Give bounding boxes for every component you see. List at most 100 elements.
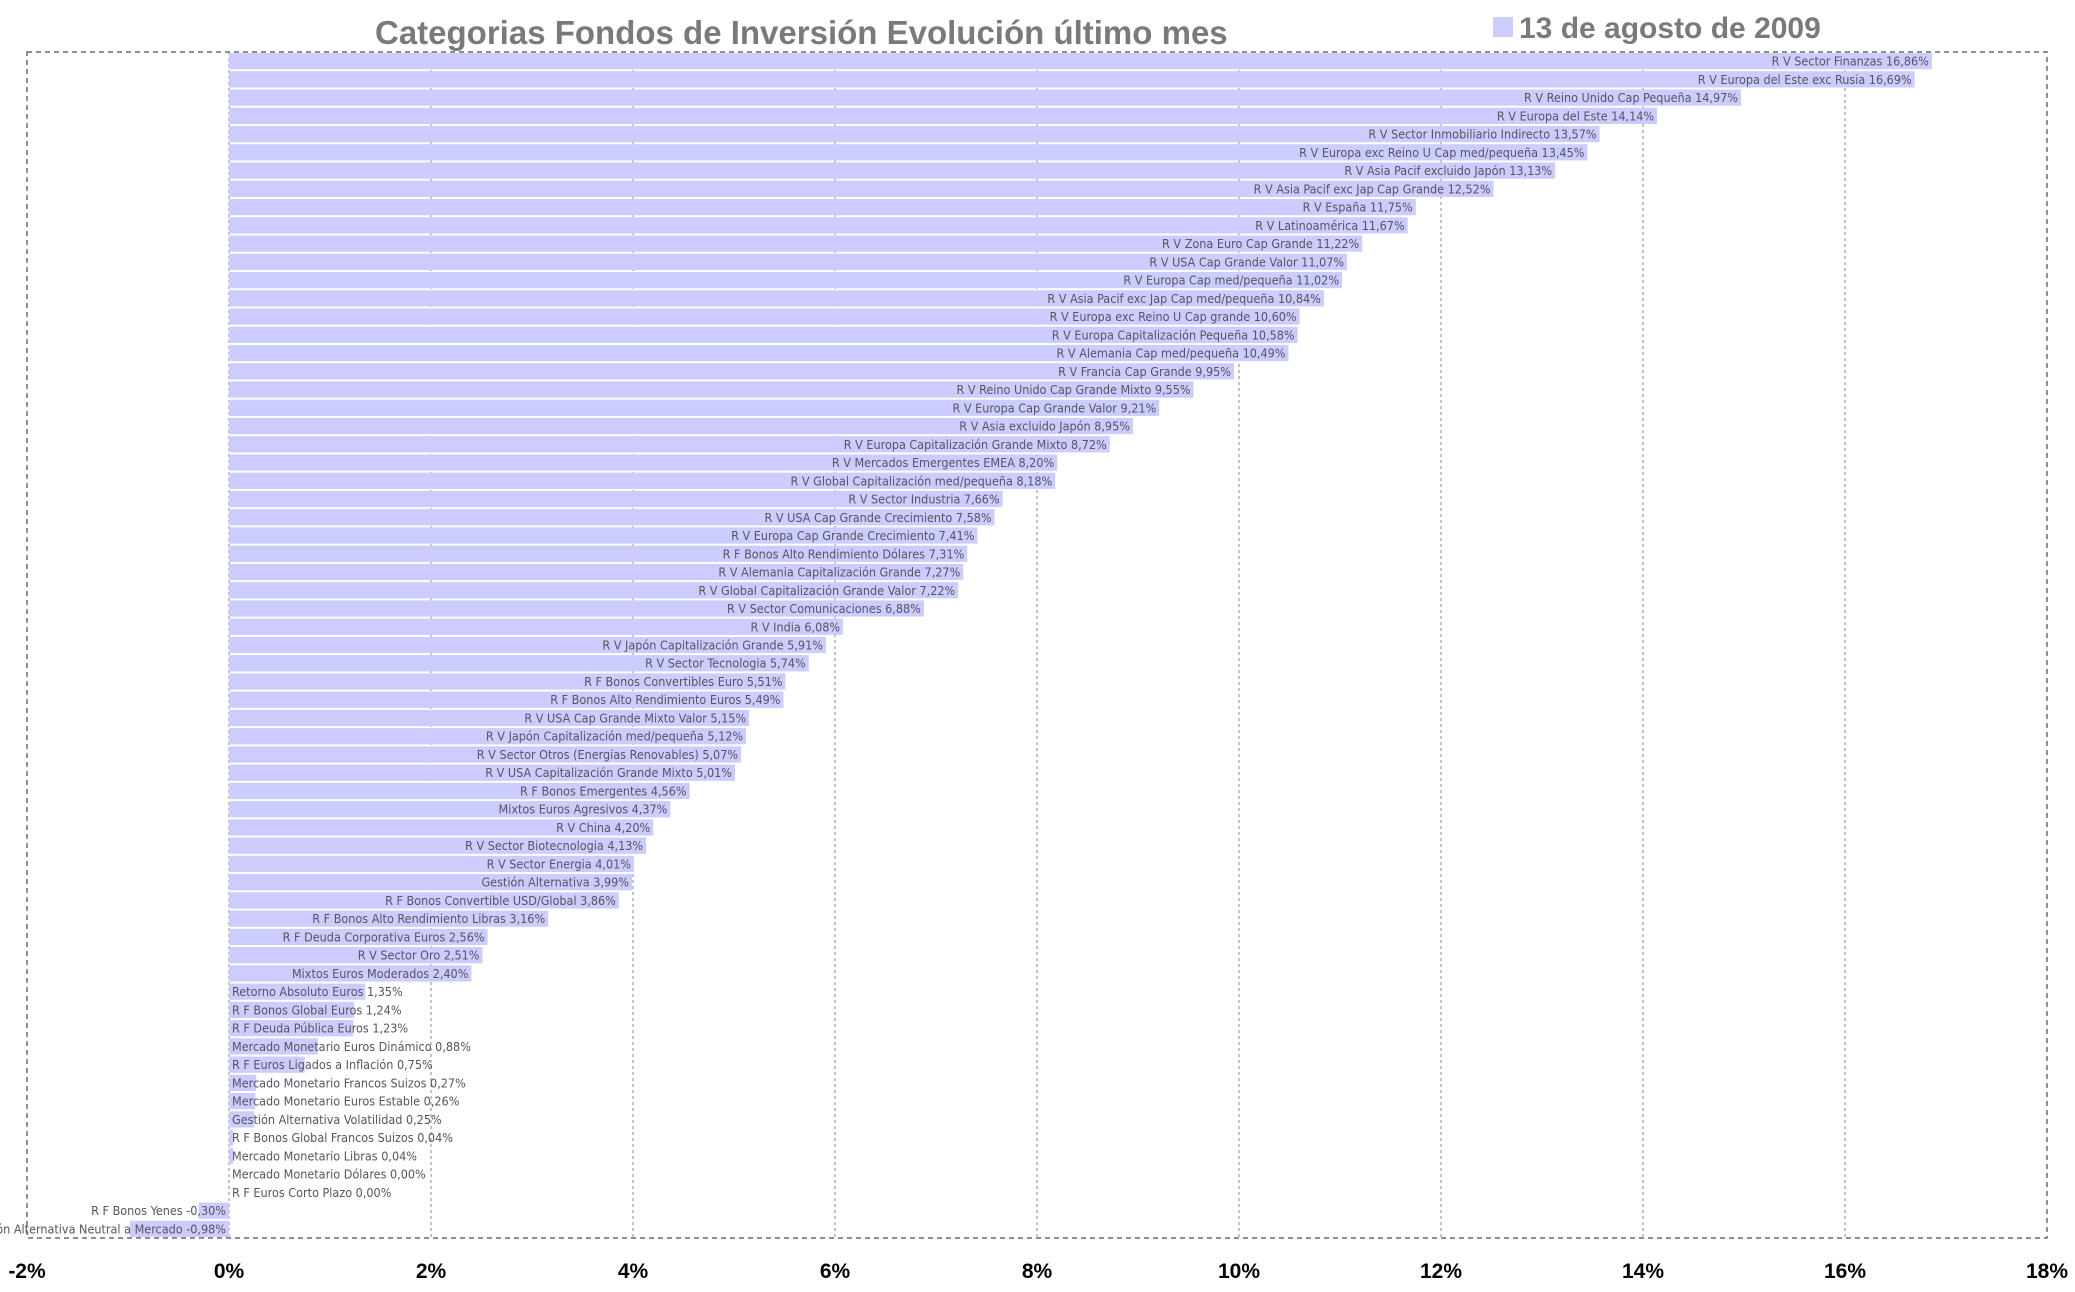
bar (229, 417, 1133, 435)
bar (229, 618, 844, 635)
bar (229, 709, 750, 727)
bar-data-label: R F Deuda Corporativa Euros 2,56% (283, 929, 485, 944)
bar (229, 162, 1556, 179)
bar (229, 1020, 354, 1037)
bar (229, 691, 784, 708)
bar (229, 53, 1932, 70)
bar (229, 527, 978, 544)
bar (229, 344, 1289, 362)
bar-data-label: R F Bonos Alto Rendimiento Dólares 7,31% (723, 546, 965, 561)
bar (229, 837, 647, 854)
x-tick-label: 2% (416, 1260, 447, 1283)
bar-data-label: R V Sector Inmobiliario Indirecto 13,57% (1368, 127, 1596, 142)
bar (229, 746, 742, 763)
bar (229, 928, 488, 946)
plot-frame (26, 51, 2048, 1239)
bar-data-label: R V Asia Pacif excluido Japón 13,13% (1344, 163, 1552, 178)
bar-data-label: Mercado Monetario Libras 0,04% (232, 1148, 417, 1163)
bar (229, 636, 826, 654)
bar (229, 819, 654, 836)
bar-data-label: R F Bonos Convertibles Euro 5,51% (584, 674, 783, 689)
bar-data-label: R V Mercados Emergentes EMEA 8,20% (832, 455, 1055, 470)
bar-data-label: R F Bonos Global Francos Suizos 0,04% (232, 1130, 453, 1145)
bar-data-label: Mercado Monetario Euros Estable 0,26% (232, 1094, 460, 1109)
bar (229, 655, 809, 672)
bar-data-label: Gestión Alternativa 3,99% (481, 875, 629, 890)
chart-title: Categorias Fondos de Inversión Evolución… (375, 14, 1228, 51)
bar (229, 180, 1494, 197)
bar-data-label: R V Sector Biotecnologia 4,13% (465, 838, 643, 853)
bar-data-label: Gestión Alternativa Volatilidad 0,25% (232, 1112, 442, 1127)
bar-data-label: R V Europa Cap med/pequeña 11,02% (1123, 273, 1339, 288)
bar-data-label: R V España 11,75% (1303, 200, 1413, 215)
bar-data-label: R V Latinoamérica 11,67% (1255, 218, 1405, 233)
bar (229, 107, 1658, 124)
bar (229, 381, 1194, 398)
bar (229, 1056, 305, 1073)
x-tick-label: 6% (820, 1260, 851, 1283)
bar (229, 490, 1003, 508)
bar (229, 89, 1741, 106)
bar (229, 399, 1160, 416)
bar-data-label: R F Bonos Alto Rendimiento Libras 3,16% (312, 911, 545, 926)
bar-data-label: R V Reino Unido Cap Pequeña 14,97% (1524, 90, 1738, 105)
bar (229, 600, 924, 617)
bar-data-label: R V Europa Capitalización Pequeña 10,58% (1052, 327, 1295, 342)
bar (229, 1074, 257, 1092)
bar-data-label: Mixtos Euros Agresivos 4,37% (499, 802, 668, 817)
bar-data-label: R V Asia Pacif exc Jap Cap med/pequeña 1… (1047, 291, 1321, 306)
bars (130, 53, 1932, 1237)
x-tick-label: 10% (1218, 1260, 1260, 1283)
bar (229, 563, 964, 581)
bar (229, 965, 472, 982)
bar (130, 1220, 229, 1237)
bar-data-label: R V Europa exc Reino U Cap grande 10,60% (1050, 309, 1297, 324)
bar-data-label: Mercado Monetario Dólares 0,00% (232, 1167, 426, 1182)
bar (229, 582, 959, 599)
bar-data-label: R V Europa exc Reino U Cap med/pequeña 1… (1299, 145, 1585, 160)
x-tick-label: -2% (8, 1260, 46, 1283)
bar (229, 144, 1588, 161)
bar (229, 1147, 234, 1165)
bar (229, 947, 483, 964)
bar (229, 454, 1058, 471)
x-tick-label: 4% (618, 1260, 649, 1283)
x-axis-ticks: -2% 0% 2% 4% 6% 8% 10% 12% 14% 16% 18% (8, 1260, 2068, 1283)
bar-data-label: R V Sector Finanzas 16,86% (1772, 54, 1930, 69)
bar (229, 1001, 355, 1019)
bar-data-label: R V Japón Capitalización Grande 5,91% (602, 638, 823, 653)
bar (229, 892, 619, 909)
bar-data-label: R V Alemania Capitalización Grande 7,27% (718, 565, 960, 580)
bar-data-label: R V Europa Cap Grande Crecimiento 7,41% (731, 528, 975, 543)
bar-data-label: R F Deuda Pública Euros 1,23% (232, 1021, 408, 1036)
bar-data-label: R V Global Capitalización med/pequeña 8,… (790, 473, 1052, 488)
legend-label: 13 de agosto de 2009 (1519, 12, 1821, 45)
bar-data-label: R V Japón Capitalización med/pequeña 5,1… (486, 729, 743, 744)
legend-swatch (1493, 17, 1513, 37)
bar-data-label: R V Asia Pacif exc Jap Cap Grande 12,52% (1254, 181, 1491, 196)
bar (229, 271, 1343, 289)
bar (229, 673, 786, 690)
x-tick-label: 18% (2026, 1260, 2068, 1283)
bar-data-label: Gestión Alternativa Neutral a Mercado -0… (0, 1221, 226, 1236)
bar-data-label: Retorno Absoluto Euros 1,35% (232, 984, 403, 999)
bar-data-label: R V Europa del Este exc Rusia 16,69% (1698, 72, 1912, 87)
bar-data-label: R V Global Capitalización Grande Valor 7… (698, 583, 955, 598)
bar (229, 71, 1915, 88)
bar-data-label: R V Reino Unido Cap Grande Mixto 9,55% (956, 382, 1190, 397)
bar (229, 326, 1298, 343)
bar-data-label: R V Alemania Cap med/pequeña 10,49% (1057, 346, 1286, 361)
bar-data-label: R F Euros Ligados a Inflación 0,75% (232, 1057, 433, 1072)
x-tick-label: 0% (214, 1260, 245, 1283)
bar (229, 545, 968, 562)
bar (229, 253, 1348, 270)
bar-data-label: Mercado Monetario Francos Suizos 0,27% (232, 1075, 466, 1090)
x-tick-label: 16% (1824, 1260, 1866, 1283)
bar-data-label: R F Bonos Convertible USD/Global 3,86% (385, 893, 616, 908)
bar-data-label: R V Europa del Este 14,14% (1497, 108, 1655, 123)
bar (229, 855, 635, 873)
bar (229, 1093, 256, 1110)
bar-data-label: R V India 6,08% (751, 619, 841, 634)
bar (229, 910, 549, 927)
